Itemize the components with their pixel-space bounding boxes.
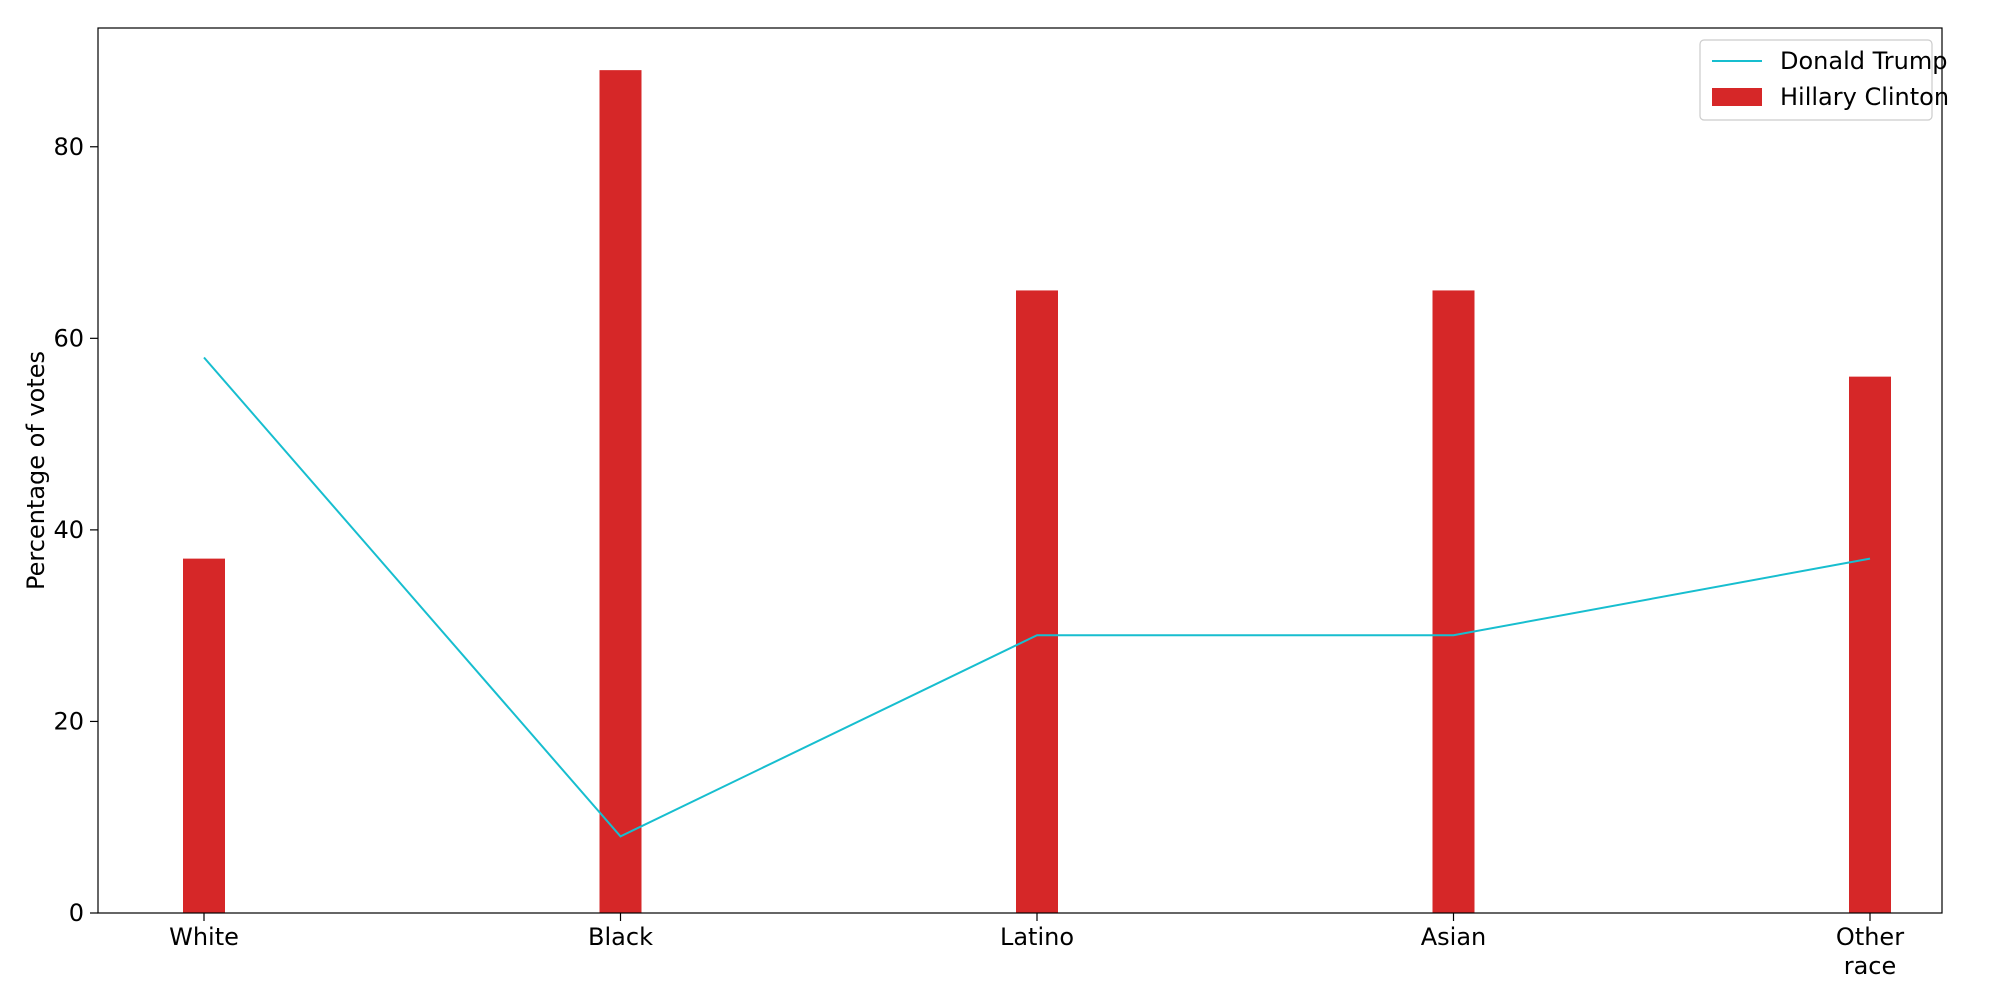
bar-asian (1433, 290, 1475, 913)
x-tick-label: Latino (1000, 923, 1074, 951)
x-tick-label: White (169, 923, 239, 951)
y-tick-label: 0 (69, 899, 84, 927)
legend-label: Hillary Clinton (1780, 83, 1949, 111)
x-tick-label: Asian (1421, 923, 1487, 951)
y-tick-label: 60 (53, 324, 84, 352)
y-axis: 0 20 40 60 80 (53, 133, 98, 927)
bar-white (183, 559, 225, 913)
bars-layer (183, 70, 1891, 913)
legend: Donald Trump Hillary Clinton (1700, 40, 1949, 120)
bar-black (600, 70, 642, 913)
y-tick-label: 40 (53, 516, 84, 544)
legend-swatch-bar (1712, 88, 1762, 106)
legend-label: Donald Trump (1780, 47, 1947, 75)
y-tick-label: 20 (53, 707, 84, 735)
y-tick-label: 80 (53, 133, 84, 161)
y-axis-label: Percentage of votes (22, 351, 50, 590)
bar-other-race (1849, 377, 1891, 913)
x-tick-label: Black (588, 923, 653, 951)
bar-latino (1016, 290, 1058, 913)
